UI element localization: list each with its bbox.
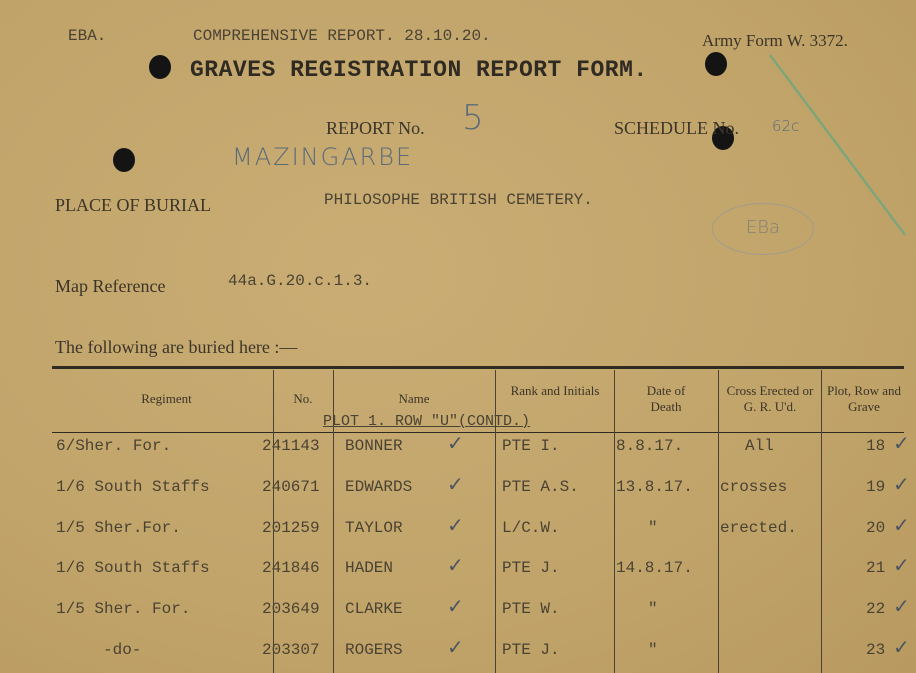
- name-cell: EDWARDS: [345, 477, 413, 496]
- service-number-cell: 203307: [262, 641, 320, 659]
- rank-cell: PTE J.: [502, 559, 560, 578]
- grave-check-icon: ✓: [893, 594, 910, 619]
- place-of-burial-value: PHILOSOPHE BRITISH CEMETERY.: [324, 191, 593, 209]
- stamp-initials: EBa: [712, 203, 814, 255]
- grave-number-cell: 19: [866, 477, 886, 496]
- regiment-cell: 1/6 South Staffs: [56, 559, 210, 578]
- column-header-regiment: Regiment: [141, 391, 192, 406]
- map-reference-value: 44a.G.20.c.1.3.: [228, 272, 373, 290]
- name-cell: HADEN: [345, 559, 394, 578]
- service-number-cell: 241143: [262, 437, 320, 455]
- date-of-death-cell: 8.8.17.: [616, 437, 684, 455]
- name-cell: ROGERS: [345, 641, 403, 659]
- schedule-no-value: 62c: [772, 117, 800, 135]
- rank-cell: L/C.W.: [502, 518, 560, 537]
- column-header-cross: Cross Erected or G. R. U'd.: [726, 383, 814, 414]
- plot-row-subheading: PLOT 1. ROW "U"(CONTD.): [323, 413, 531, 430]
- name-check-icon: ✓: [447, 594, 464, 619]
- column-header-no: No.: [293, 391, 313, 406]
- regiment-cell: 1/5 Sher. For.: [56, 600, 191, 619]
- cross-erected-cell: All: [745, 437, 774, 455]
- rank-cell: PTE I.: [502, 437, 560, 455]
- name-check-icon: ✓: [447, 471, 464, 496]
- report-no-value: 5: [462, 98, 484, 138]
- table-header-rule: [52, 432, 904, 433]
- cross-erected-cell: crosses: [720, 477, 788, 496]
- place-of-burial-label: PLACE OF BURIAL: [55, 195, 212, 215]
- regiment-cell: -do-: [103, 641, 142, 659]
- office-code: EBA.: [68, 27, 107, 45]
- name-cell: BONNER: [345, 437, 403, 455]
- service-number-cell: 240671: [262, 477, 320, 496]
- column-divider: [333, 370, 334, 673]
- rank-cell: PTE W.: [502, 600, 560, 619]
- date-of-death-cell: 13.8.17.: [616, 477, 693, 496]
- grave-check-icon: ✓: [893, 431, 910, 455]
- grave-number-cell: 18: [866, 437, 886, 455]
- handwritten-place-name: MAZINGARBE: [232, 143, 414, 171]
- grave-number-cell: 21: [866, 559, 886, 578]
- date-of-death-cell: ": [648, 600, 658, 619]
- column-divider: [495, 370, 496, 673]
- service-number-cell: 241846: [262, 559, 320, 578]
- name-check-icon: ✓: [447, 635, 464, 659]
- name-check-icon: ✓: [447, 553, 464, 578]
- regiment-cell: 6/Sher. For.: [56, 437, 172, 455]
- comprehensive-report-line: COMPREHENSIVE REPORT. 28.10.20.: [193, 27, 491, 45]
- grave-number-cell: 23: [866, 641, 886, 659]
- service-number-cell: 203649: [262, 600, 320, 619]
- column-divider: [821, 370, 822, 673]
- rank-cell: PTE J.: [502, 641, 560, 659]
- grave-check-icon: ✓: [893, 471, 910, 496]
- date-of-death-cell: ": [648, 518, 658, 537]
- map-reference-label: Map Reference: [55, 276, 166, 296]
- rank-cell: PTE A.S.: [502, 477, 579, 496]
- punch-hole: [113, 148, 135, 172]
- name-check-icon: ✓: [447, 512, 464, 537]
- grave-check-icon: ✓: [893, 553, 910, 578]
- form-title: GRAVES REGISTRATION REPORT FORM.: [190, 57, 648, 83]
- column-divider: [718, 370, 719, 673]
- grave-check-icon: ✓: [893, 635, 910, 659]
- column-divider: [614, 370, 615, 673]
- regiment-cell: 1/5 Sher.For.: [56, 518, 181, 537]
- name-check-icon: ✓: [447, 431, 464, 455]
- column-header-name: Name: [398, 391, 430, 406]
- column-header-date: Date of Death: [646, 383, 686, 414]
- punch-hole: [712, 126, 734, 150]
- army-form-number: Army Form W. 3372.: [702, 31, 848, 50]
- cross-erected-cell: erected.: [720, 518, 797, 537]
- grave-check-icon: ✓: [893, 512, 910, 537]
- regiment-cell: 1/6 South Staffs: [56, 477, 210, 496]
- punch-hole: [705, 52, 727, 76]
- date-of-death-cell: ": [648, 641, 658, 659]
- column-header-grave: Plot, Row and Grave: [826, 383, 902, 414]
- table-top-rule: [52, 366, 904, 369]
- column-divider: [273, 370, 274, 673]
- report-no-label: REPORT No.: [326, 118, 425, 138]
- grave-number-cell: 22: [866, 600, 886, 619]
- name-cell: TAYLOR: [345, 518, 403, 537]
- grave-number-cell: 20: [866, 518, 886, 537]
- date-of-death-cell: 14.8.17.: [616, 559, 693, 578]
- name-cell: CLARKE: [345, 600, 403, 619]
- schedule-no-label: SCHEDULE No.: [614, 118, 739, 138]
- punch-hole: [149, 55, 171, 79]
- column-header-rank: Rank and Initials: [510, 383, 600, 398]
- buried-here-label: The following are buried here :—: [55, 337, 298, 357]
- service-number-cell: 201259: [262, 518, 320, 537]
